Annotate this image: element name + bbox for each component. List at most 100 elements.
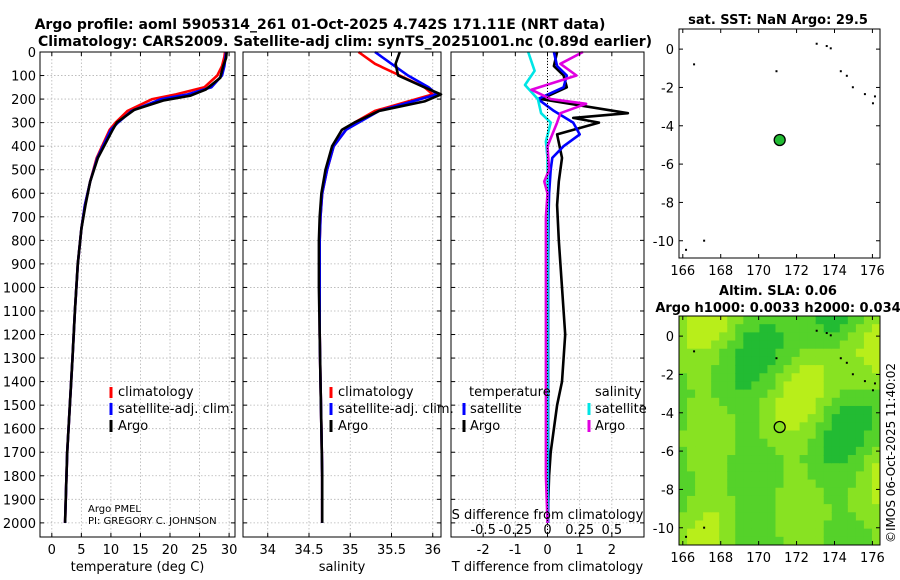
sla-cell bbox=[679, 381, 688, 391]
sla-cell bbox=[855, 348, 865, 358]
island-dot bbox=[873, 382, 876, 385]
y-tick-label: 1400 bbox=[3, 376, 36, 391]
sla-cell bbox=[743, 405, 752, 415]
sla-cell bbox=[863, 495, 873, 505]
sla-cell bbox=[839, 455, 849, 464]
temperature-axes: 0100200300400500600700800900100011001200… bbox=[3, 46, 237, 575]
sla-cell bbox=[759, 512, 769, 522]
island-dot bbox=[845, 361, 848, 364]
sla-cell bbox=[871, 405, 880, 415]
series-line-salinity-argo bbox=[530, 50, 588, 523]
sla-cell bbox=[687, 397, 696, 407]
sla-map-title: Altim. SLA: 0.06 bbox=[719, 284, 837, 299]
sla-cell bbox=[855, 463, 865, 472]
sla-cell bbox=[791, 495, 801, 505]
x-tick-label: 176 bbox=[860, 264, 885, 279]
sla-cell bbox=[687, 389, 696, 399]
sla-cell bbox=[719, 504, 728, 513]
sla-cell bbox=[703, 455, 712, 464]
sla-cell bbox=[815, 422, 825, 432]
sla-cell bbox=[743, 340, 752, 350]
sla-cell bbox=[767, 438, 777, 448]
sla-cell bbox=[743, 397, 752, 407]
sla-cell bbox=[863, 430, 873, 440]
sla-cell bbox=[719, 316, 728, 325]
island-dot bbox=[825, 332, 828, 335]
sla-cell bbox=[799, 348, 809, 358]
sla-cell bbox=[719, 324, 728, 333]
sla-cell bbox=[871, 356, 880, 366]
sla-cell bbox=[823, 455, 833, 464]
sla-cell bbox=[695, 389, 704, 399]
sla-cell bbox=[711, 471, 720, 481]
sla-cell bbox=[791, 479, 801, 489]
sla-cell bbox=[831, 405, 841, 415]
sla-cell bbox=[815, 536, 825, 545]
sla-cell bbox=[679, 414, 688, 423]
sla-cell bbox=[751, 324, 760, 333]
sla-cell bbox=[695, 365, 704, 374]
sla-cell bbox=[687, 316, 696, 325]
sla-cell bbox=[687, 479, 696, 489]
sla-cell bbox=[719, 487, 728, 497]
sla-cell bbox=[735, 536, 744, 545]
axes-frame bbox=[242, 51, 442, 538]
sla-cell bbox=[839, 397, 849, 407]
sla-cell bbox=[775, 405, 785, 415]
x-tick-label: 176 bbox=[860, 551, 885, 566]
sla-cell bbox=[751, 340, 760, 350]
sla-cell bbox=[863, 512, 873, 522]
sla-cell bbox=[727, 512, 736, 522]
sla-cell bbox=[703, 520, 712, 530]
sla-cell bbox=[767, 389, 777, 399]
legend-salinity-heading: salinity bbox=[595, 385, 642, 400]
sla-cell bbox=[863, 487, 873, 497]
sla-cell bbox=[815, 463, 825, 472]
sla-cell bbox=[719, 430, 728, 440]
sla-cell bbox=[831, 356, 841, 366]
sla-cell bbox=[719, 356, 728, 366]
sla-cell bbox=[687, 504, 696, 513]
sla-cell bbox=[743, 463, 752, 472]
temperature-legend: climatology satellite-adj. clim. Argo bbox=[109, 385, 234, 434]
sla-cell bbox=[831, 324, 841, 333]
sla-cell bbox=[855, 504, 865, 513]
sla-cell bbox=[823, 479, 833, 489]
y-tick-label: 600 bbox=[11, 187, 36, 202]
sla-cell bbox=[767, 348, 777, 358]
sla-cell bbox=[871, 340, 880, 350]
sla-cell bbox=[815, 520, 825, 530]
sla-cell bbox=[703, 373, 712, 383]
argo-position-marker bbox=[773, 420, 786, 434]
sla-cell bbox=[815, 512, 825, 522]
sla-cell bbox=[719, 389, 728, 399]
y-tick-label: -8 bbox=[661, 196, 674, 211]
sla-cell bbox=[751, 528, 760, 538]
x-tick-label: 34 bbox=[259, 543, 276, 558]
sla-cell bbox=[871, 471, 880, 481]
sla-cell bbox=[711, 365, 720, 374]
sla-cell bbox=[679, 479, 688, 489]
sla-cell bbox=[759, 414, 769, 423]
sla-cell bbox=[775, 512, 785, 522]
sla-cell bbox=[767, 365, 777, 374]
sla-cell bbox=[743, 348, 752, 358]
sla-cell bbox=[839, 356, 849, 366]
sla-cell bbox=[855, 528, 865, 538]
sla-cell bbox=[775, 430, 785, 440]
sla-cell bbox=[871, 504, 880, 513]
island-dot bbox=[851, 373, 854, 376]
sla-cell bbox=[759, 373, 769, 383]
sla-cell bbox=[767, 430, 777, 440]
sla-cell bbox=[831, 463, 841, 472]
sla-cell bbox=[791, 414, 801, 423]
sla-cell bbox=[871, 365, 880, 374]
sla-cell bbox=[767, 381, 777, 391]
sla-cell bbox=[839, 495, 849, 505]
sla-cell bbox=[839, 463, 849, 472]
sla-cell bbox=[759, 365, 769, 374]
sla-cell bbox=[863, 365, 873, 374]
y-tick-label: 1300 bbox=[3, 352, 36, 367]
sla-map-subtitle: Argo h1000: 0.0033 h2000: 0.034 bbox=[655, 301, 900, 316]
sla-cell bbox=[743, 324, 752, 333]
